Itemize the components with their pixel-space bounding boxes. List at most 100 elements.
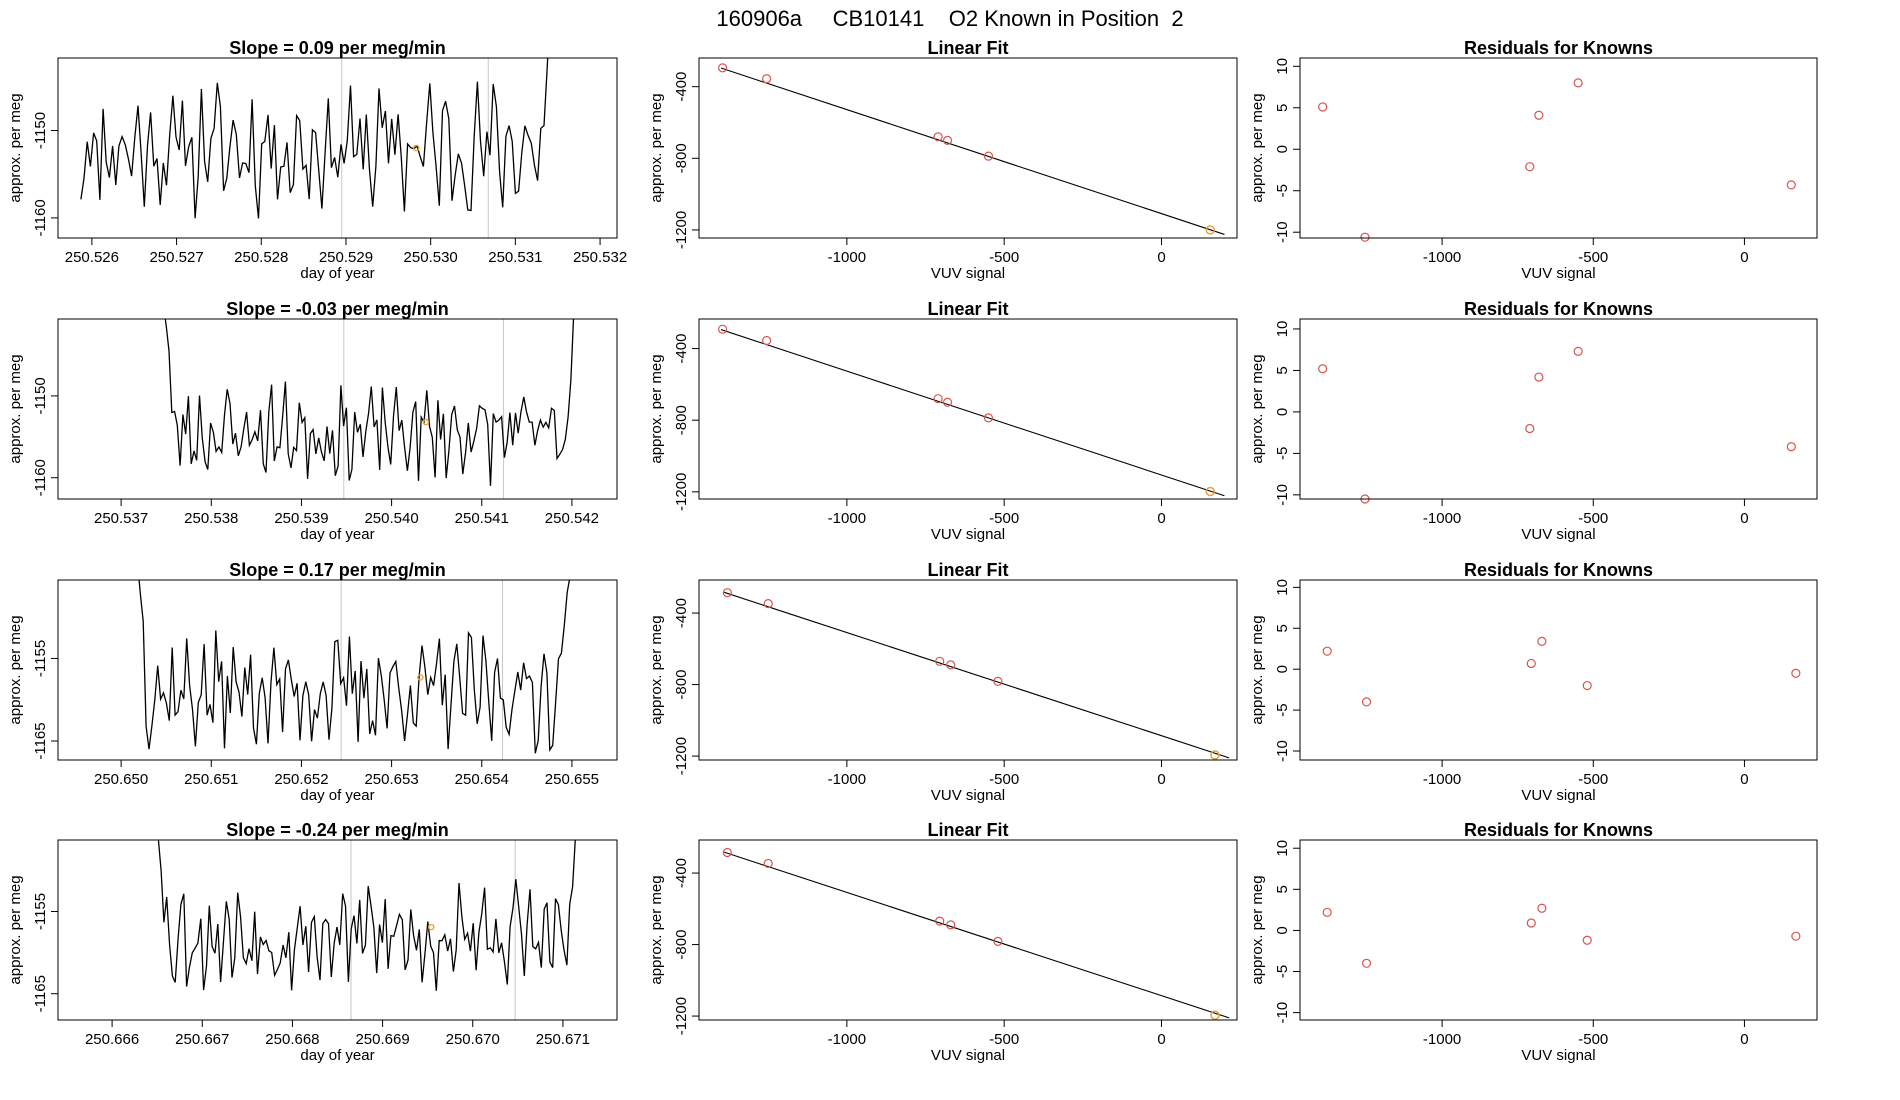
y-tick-label: -10	[1274, 484, 1291, 506]
time-series-panel-row-4: Slope = -0.24 per meg/min 250.666 250.667 2…	[7, 820, 618, 1064]
x-tick-label: -1000	[1423, 510, 1461, 527]
known-point	[1791, 668, 1801, 678]
residuals-panel-row-1: Residuals for Knowns -1000 -500 0 -10 -5 0 5 10 V…	[1249, 38, 1818, 282]
y-tick-label: -1155	[32, 640, 49, 677]
y-tick-label: 0	[1274, 408, 1291, 416]
x-tick-label: 250.651	[184, 771, 238, 788]
x-tick-label: 250.532	[573, 249, 627, 266]
known-point	[933, 394, 943, 404]
x-tick-label: 250.542	[545, 510, 599, 527]
y-tick-label: -5	[1274, 447, 1291, 460]
y-tick-label: -1155	[32, 893, 49, 930]
fit-line	[720, 329, 1225, 497]
y-tick-label: 5	[1274, 624, 1291, 632]
x-tick-label: 0	[1157, 510, 1165, 527]
known-point	[1786, 442, 1796, 452]
x-tick-label: 0	[1740, 249, 1748, 266]
plot-frame	[1299, 57, 1818, 239]
panel-title: Residuals for Knowns	[1464, 560, 1653, 580]
plot-frame	[1299, 839, 1818, 1021]
known-point	[1786, 180, 1796, 190]
known-point	[942, 397, 953, 407]
y-tick-label: 5	[1274, 885, 1291, 893]
plot-frame	[698, 57, 1238, 239]
residuals-panel-row-4: Residuals for Knowns -1000 -500 0 -10 -5 0 5 10 V…	[1249, 820, 1818, 1064]
known-point	[1582, 935, 1592, 945]
panel-title: Slope = -0.24 per meg/min	[226, 820, 449, 840]
x-tick-label: -1000	[828, 771, 866, 788]
x-axis-label: day of year	[300, 526, 374, 543]
plot-frame	[698, 579, 1238, 761]
x-tick-label: 250.668	[265, 1031, 319, 1048]
known-point	[717, 63, 728, 73]
x-tick-label: 0	[1740, 1031, 1748, 1048]
y-tick-label: 10	[1274, 58, 1291, 75]
y-axis-label: approx. per meg	[7, 93, 24, 202]
x-tick-label: 250.527	[149, 249, 203, 266]
x-axis-label: VUV signal	[1521, 787, 1595, 804]
plot-frame	[57, 318, 618, 500]
fit-line	[720, 67, 1225, 235]
residuals-panel-row-2: Residuals for Knowns -1000 -500 0 -10 -5 0 5 10 V…	[1249, 299, 1818, 543]
y-axis-label: approx. per meg	[648, 875, 665, 984]
plot-frame	[698, 839, 1238, 1021]
known-point	[762, 74, 772, 84]
known-point	[1526, 658, 1536, 669]
y-tick-label: -1150	[32, 377, 49, 414]
known-point	[935, 916, 945, 926]
x-tick-label: 250.531	[488, 249, 542, 266]
known-point	[983, 413, 994, 423]
y-axis-label: approx. per meg	[648, 615, 665, 724]
y-tick-label: -800	[673, 930, 690, 960]
x-tick-label: 0	[1740, 510, 1748, 527]
current-sample-point	[1210, 1010, 1220, 1020]
x-axis-label: VUV signal	[931, 265, 1005, 282]
panel-title: Residuals for Knowns	[1464, 38, 1653, 58]
known-point	[717, 324, 728, 334]
y-tick-label: 10	[1274, 321, 1291, 338]
y-tick-label: -5	[1274, 965, 1291, 978]
panel-title: Linear Fit	[927, 560, 1008, 580]
y-tick-label: 10	[1274, 840, 1291, 857]
x-axis-label: VUV signal	[931, 1047, 1005, 1064]
known-point	[1361, 697, 1372, 707]
known-point	[722, 588, 732, 598]
known-point	[1525, 423, 1535, 434]
plot-frame	[1299, 318, 1818, 500]
panel-title: Slope = 0.09 per meg/min	[229, 38, 446, 58]
x-tick-label: 250.652	[274, 771, 328, 788]
y-tick-label: 5	[1274, 104, 1291, 112]
known-point	[1537, 636, 1547, 646]
y-tick-label: -400	[673, 598, 690, 628]
x-tick-label: -500	[989, 1031, 1019, 1048]
known-point	[935, 656, 945, 666]
y-tick-label: -400	[673, 858, 690, 888]
x-tick-label: 250.653	[364, 771, 418, 788]
known-point	[1791, 931, 1801, 941]
x-tick-label: -1000	[828, 510, 866, 527]
current-sample-point	[1205, 486, 1215, 497]
x-axis-label: day of year	[300, 265, 374, 282]
x-tick-label: 250.538	[184, 510, 238, 527]
y-tick-label: 10	[1274, 579, 1291, 596]
panel-title: Slope = 0.17 per meg/min	[229, 560, 446, 580]
y-axis-label: approx. per meg	[1249, 354, 1266, 463]
plot-frame	[57, 57, 618, 239]
x-tick-label: 250.650	[94, 771, 148, 788]
known-point	[1534, 110, 1544, 120]
x-axis-label: VUV signal	[1521, 265, 1595, 282]
x-tick-label: -1000	[1423, 1031, 1461, 1048]
known-point	[1573, 78, 1583, 88]
signal-trace	[157, 840, 576, 991]
known-point	[946, 660, 956, 670]
plot-frame	[57, 579, 618, 761]
known-point	[763, 858, 773, 869]
known-point	[762, 335, 772, 346]
known-point	[1361, 958, 1372, 968]
x-axis-label: day of year	[300, 1047, 374, 1064]
y-tick-label: -800	[673, 143, 690, 173]
known-point	[1360, 232, 1370, 242]
y-axis-label: approx. per meg	[648, 354, 665, 463]
known-point	[763, 598, 773, 609]
